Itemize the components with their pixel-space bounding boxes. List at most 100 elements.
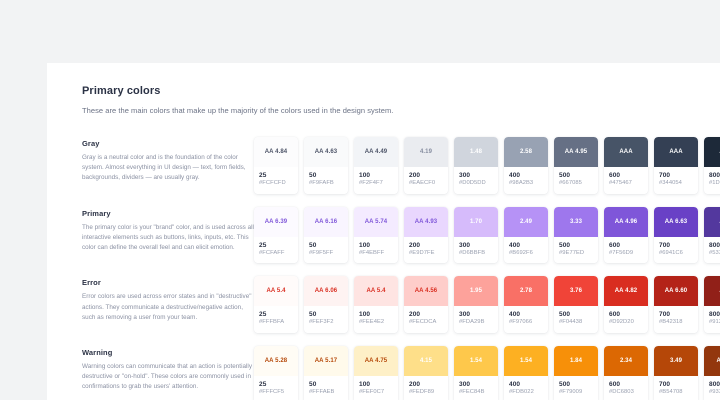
color-swatch-card[interactable]: AA 4.96 600 #7F56D9: [604, 206, 648, 264]
swatch-hex-value[interactable]: #FEDF89: [409, 389, 435, 396]
swatch-hex-value[interactable]: #FEE4E2: [359, 319, 385, 326]
swatch-hex-value[interactable]: #FDB022: [509, 389, 534, 396]
color-swatch-card[interactable]: 3.49 700 #B54708: [654, 345, 698, 400]
swatch-color-chip[interactable]: AA 5.17: [304, 345, 348, 376]
swatch-color-chip[interactable]: AAA: [704, 137, 720, 167]
swatch-color-chip[interactable]: 1.48: [454, 137, 498, 167]
swatch-hex-value[interactable]: #F9F5FF: [309, 249, 334, 256]
color-swatch-card[interactable]: 2.49 400 #B692F6: [504, 206, 548, 264]
swatch-color-chip[interactable]: 4.15: [404, 345, 448, 376]
swatch-hex-value[interactable]: #B42318: [659, 319, 683, 326]
swatch-hex-value[interactable]: #FDA29B: [459, 319, 485, 326]
color-swatch-card[interactable]: AAA 700 #344054: [654, 137, 698, 194]
swatch-hex-value[interactable]: #FCFCFD: [259, 180, 286, 187]
color-swatch-card[interactable]: AA 5.28 25 #FFFCF5: [254, 345, 298, 400]
color-swatch-card[interactable]: AA 6.63 700 #6941C6: [654, 206, 698, 264]
swatch-color-chip[interactable]: AA 5.28: [254, 345, 298, 376]
swatch-hex-value[interactable]: #FEC84B: [459, 389, 485, 396]
swatch-color-chip[interactable]: AA 6.63: [654, 206, 698, 237]
color-swatch-card[interactable]: AA 4.56 200 #FECDCA: [404, 276, 448, 333]
color-swatch-card[interactable]: AA 5.4 25 #FFFBFA: [254, 276, 298, 333]
swatch-color-chip[interactable]: AA 4.56: [404, 276, 448, 307]
color-swatch-card[interactable]: AA 4.84 25 #FCFCFD: [254, 137, 298, 194]
color-swatch-card[interactable]: 1.54 400 #FDB022: [504, 345, 548, 400]
swatch-hex-value[interactable]: #F4EBFF: [359, 249, 385, 256]
swatch-color-chip[interactable]: AA 4.93: [404, 206, 448, 237]
swatch-color-chip[interactable]: AA 4.63: [304, 137, 348, 167]
color-swatch-card[interactable]: AA 6.60 700 #B42318: [654, 276, 698, 333]
swatch-hex-value[interactable]: #FFFCF5: [259, 389, 285, 396]
swatch-color-chip[interactable]: 2.78: [504, 276, 548, 307]
swatch-color-chip[interactable]: AAA: [704, 206, 720, 237]
swatch-color-chip[interactable]: AA 4.95: [554, 137, 598, 167]
swatch-hex-value[interactable]: #FCFAFF: [259, 249, 285, 256]
swatch-color-chip[interactable]: 3.49: [654, 345, 698, 376]
color-swatch-card[interactable]: AA 5.4 800#93370D: [704, 345, 720, 400]
swatch-color-chip[interactable]: 2.49: [504, 206, 548, 237]
color-swatch-card[interactable]: AA 4.82 600 #D92D20: [604, 276, 648, 333]
swatch-color-chip[interactable]: AA 4.82: [604, 276, 648, 307]
swatch-color-chip[interactable]: AAA: [704, 276, 720, 307]
swatch-hex-value[interactable]: #53389E: [709, 249, 720, 256]
swatch-hex-value[interactable]: #FEF3F2: [309, 319, 334, 326]
swatch-color-chip[interactable]: 1.70: [454, 206, 498, 237]
swatch-color-chip[interactable]: 2.58: [504, 137, 548, 167]
swatch-hex-value[interactable]: #FFFBFA: [259, 319, 285, 326]
swatch-hex-value[interactable]: #B54708: [659, 389, 683, 396]
swatch-hex-value[interactable]: #FFFAEB: [309, 389, 335, 396]
swatch-color-chip[interactable]: AAA: [604, 137, 648, 167]
swatch-hex-value[interactable]: #1D2939: [709, 180, 720, 187]
swatch-color-chip[interactable]: AA 4.84: [254, 137, 298, 167]
swatch-color-chip[interactable]: AA 5.4: [254, 276, 298, 307]
swatch-color-chip[interactable]: 1.54: [504, 345, 548, 376]
swatch-color-chip[interactable]: 1.95: [454, 276, 498, 307]
swatch-color-chip[interactable]: 3.33: [554, 206, 598, 237]
swatch-color-chip[interactable]: 1.54: [454, 345, 498, 376]
color-swatch-card[interactable]: AA 5.4 100 #FEE4E2: [354, 276, 398, 333]
swatch-color-chip[interactable]: 3.76: [554, 276, 598, 307]
color-swatch-card[interactable]: 1.84 500 #F79009: [554, 345, 598, 400]
color-swatch-card[interactable]: 4.15 200 #FEDF89: [404, 345, 448, 400]
swatch-hex-value[interactable]: #F04438: [559, 319, 583, 326]
color-swatch-card[interactable]: 2.78 400 #F97066: [504, 276, 548, 333]
swatch-color-chip[interactable]: AA 6.16: [304, 206, 348, 237]
color-swatch-card[interactable]: AAA 600 #475467: [604, 137, 648, 194]
color-swatch-card[interactable]: AA 4.95 500 #667085: [554, 137, 598, 194]
swatch-color-chip[interactable]: AA 6.39: [254, 206, 298, 237]
color-swatch-card[interactable]: 1.54 300 #FEC84B: [454, 345, 498, 400]
swatch-hex-value[interactable]: #7F56D9: [609, 249, 634, 256]
swatch-color-chip[interactable]: AA 6.06: [304, 276, 348, 307]
color-swatch-card[interactable]: 1.95 300 #FDA29B: [454, 276, 498, 333]
swatch-hex-value[interactable]: #E9D7FE: [409, 249, 435, 256]
color-swatch-card[interactable]: 4.19 200 #EAECF0: [404, 137, 448, 194]
color-swatch-card[interactable]: 1.48 300 #D0D5DD: [454, 137, 498, 194]
swatch-hex-value[interactable]: #6941C6: [659, 249, 683, 256]
swatch-color-chip[interactable]: 4.19: [404, 137, 448, 167]
swatch-hex-value[interactable]: #B692F6: [509, 249, 533, 256]
color-swatch-card[interactable]: AAA800#912018: [704, 276, 720, 333]
swatch-hex-value[interactable]: #93370D: [709, 389, 720, 396]
color-swatch-card[interactable]: 3.33 500 #9E77ED: [554, 206, 598, 264]
swatch-hex-value[interactable]: #9E77ED: [559, 249, 585, 256]
swatch-color-chip[interactable]: AA 4.96: [604, 206, 648, 237]
swatch-color-chip[interactable]: AA 5.4: [704, 345, 720, 376]
swatch-hex-value[interactable]: #667085: [559, 180, 582, 187]
swatch-color-chip[interactable]: AA 4.75: [354, 345, 398, 376]
swatch-hex-value[interactable]: #FECDCA: [409, 319, 437, 326]
swatch-color-chip[interactable]: AA 5.4: [354, 276, 398, 307]
swatch-color-chip[interactable]: AA 5.74: [354, 206, 398, 237]
swatch-color-chip[interactable]: 1.84: [554, 345, 598, 376]
swatch-hex-value[interactable]: #D6BBFB: [459, 249, 486, 256]
swatch-hex-value[interactable]: #344054: [659, 180, 682, 187]
color-swatch-card[interactable]: AAA800#1D2939: [704, 137, 720, 194]
color-swatch-card[interactable]: 3.76 500 #F04438: [554, 276, 598, 333]
color-swatch-card[interactable]: 2.34 600 #DC6803: [604, 345, 648, 400]
color-swatch-card[interactable]: AAA800#53389E: [704, 206, 720, 264]
color-swatch-card[interactable]: AA 6.06 50 #FEF3F2: [304, 276, 348, 333]
swatch-color-chip[interactable]: AAA: [654, 137, 698, 167]
swatch-hex-value[interactable]: #DC6803: [609, 389, 634, 396]
swatch-hex-value[interactable]: #F97066: [509, 319, 533, 326]
swatch-hex-value[interactable]: #EAECF0: [409, 180, 436, 187]
swatch-hex-value[interactable]: #98A2B3: [509, 180, 534, 187]
swatch-hex-value[interactable]: #F9FAFB: [309, 180, 334, 187]
